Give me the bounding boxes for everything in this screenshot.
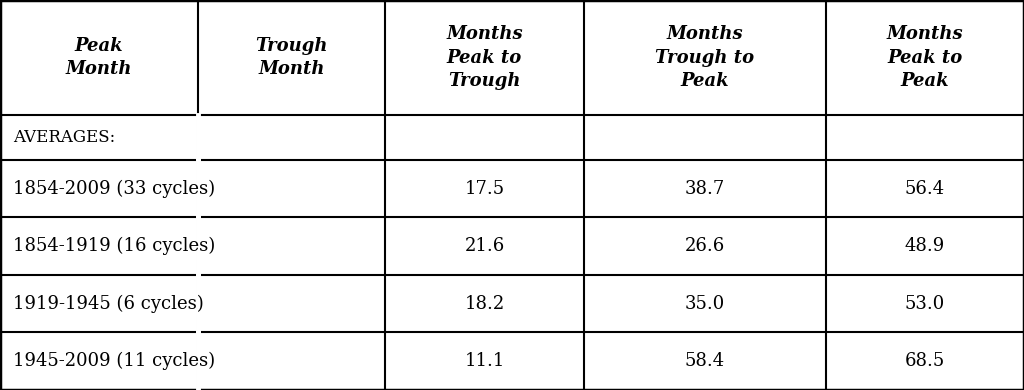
Text: 56.4: 56.4 <box>905 180 945 198</box>
Text: 53.0: 53.0 <box>905 295 945 313</box>
Text: 11.1: 11.1 <box>464 352 505 370</box>
Text: 17.5: 17.5 <box>465 180 505 198</box>
Text: 26.6: 26.6 <box>685 237 725 255</box>
Text: 1854-1919 (16 cycles): 1854-1919 (16 cycles) <box>13 237 216 255</box>
Text: AVERAGES:: AVERAGES: <box>13 129 116 146</box>
Text: 38.7: 38.7 <box>685 180 725 198</box>
Text: Months
Peak to
Trough: Months Peak to Trough <box>446 25 523 90</box>
Text: Trough
Month: Trough Month <box>256 37 328 78</box>
Text: Peak
Month: Peak Month <box>66 37 132 78</box>
Text: 21.6: 21.6 <box>464 237 505 255</box>
Text: 48.9: 48.9 <box>905 237 945 255</box>
Text: 58.4: 58.4 <box>685 352 725 370</box>
Text: Months
Trough to
Peak: Months Trough to Peak <box>655 25 755 90</box>
Text: Months
Peak to
Peak: Months Peak to Peak <box>887 25 964 90</box>
Text: 1945-2009 (11 cycles): 1945-2009 (11 cycles) <box>13 352 215 370</box>
Text: 35.0: 35.0 <box>685 295 725 313</box>
Text: 68.5: 68.5 <box>905 352 945 370</box>
Text: 18.2: 18.2 <box>464 295 505 313</box>
Text: 1854-2009 (33 cycles): 1854-2009 (33 cycles) <box>13 179 215 198</box>
Text: 1919-1945 (6 cycles): 1919-1945 (6 cycles) <box>13 294 204 313</box>
